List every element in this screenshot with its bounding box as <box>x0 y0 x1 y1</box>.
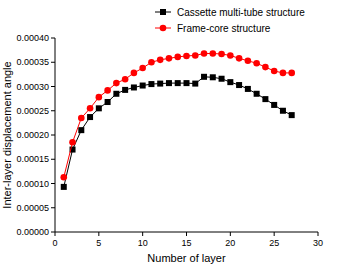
series-point <box>69 139 76 146</box>
series-point <box>236 55 243 62</box>
y-axis-title: Inter-layer displacement angle <box>1 61 13 208</box>
x-tick-label: 0 <box>52 238 57 248</box>
series-point <box>254 91 260 97</box>
series-point <box>201 50 208 57</box>
legend-label: Frame-core structure <box>177 23 271 34</box>
x-tick <box>186 232 187 236</box>
series-point <box>227 79 233 85</box>
series-point <box>139 65 146 72</box>
y-tick-label: 0.00025 <box>16 106 49 116</box>
legend-label: Cassette multi-tube structure <box>177 7 305 18</box>
series-point <box>262 96 268 102</box>
series-point <box>96 105 102 111</box>
series-point <box>262 64 269 71</box>
y-tick-label: 0.00035 <box>16 57 49 67</box>
series-point <box>192 52 199 59</box>
series-point <box>175 80 181 86</box>
x-tick <box>55 232 56 236</box>
series-point <box>148 81 154 87</box>
series-point <box>288 70 295 77</box>
y-tick-label: 0.00030 <box>16 82 49 92</box>
series-line <box>64 77 292 187</box>
series-point <box>245 57 252 64</box>
series-point <box>157 57 164 64</box>
series-point <box>289 112 295 118</box>
series-point <box>105 99 111 105</box>
x-tick <box>318 232 319 236</box>
series-point <box>104 87 111 94</box>
series-point <box>184 80 190 86</box>
series-point <box>201 74 207 80</box>
series-point <box>236 82 242 88</box>
chart: 0 5 10 15 20 25 30 0.00000 0.00005 0.00010 0.00015… <box>0 0 339 270</box>
x-tick-label: 5 <box>96 238 101 248</box>
series-point <box>113 80 120 87</box>
legend: Cassette multi-tube structure Frame-core … <box>155 7 305 34</box>
x-tick-label: 10 <box>138 238 148 248</box>
series-point <box>131 84 137 90</box>
series-point <box>96 94 103 101</box>
y-tick <box>51 110 55 111</box>
x-tick <box>142 232 143 236</box>
legend-marker <box>160 25 167 32</box>
y-tick-label: 0.00000 <box>16 227 49 237</box>
x-tick <box>98 232 99 236</box>
x-tick-label: 25 <box>269 238 279 248</box>
x-tick <box>230 232 231 236</box>
series-point <box>210 74 216 80</box>
series-point <box>87 105 94 112</box>
series-point <box>219 76 225 82</box>
x-tick-label: 30 <box>313 238 323 248</box>
series-point <box>166 55 173 62</box>
y-tick <box>51 86 55 87</box>
series-line <box>64 54 292 178</box>
y-tick <box>51 159 55 160</box>
x-tick <box>274 232 275 236</box>
y-tick <box>51 62 55 63</box>
series-point <box>113 91 119 97</box>
y-tick <box>51 135 55 136</box>
series-point <box>61 184 67 190</box>
series-point <box>271 68 278 75</box>
series-point <box>122 76 129 83</box>
series-point <box>218 51 225 58</box>
y-tick-label: 0.00020 <box>16 130 49 140</box>
y-tick <box>51 207 55 208</box>
series-point <box>271 102 277 108</box>
series-point <box>157 81 163 87</box>
y-tick-label: 0.00010 <box>16 179 49 189</box>
series-point <box>210 50 217 57</box>
series-point <box>78 115 85 122</box>
series-point <box>87 114 93 120</box>
y-tick <box>51 183 55 184</box>
series-point <box>60 174 67 181</box>
series-point <box>148 59 155 66</box>
series-point <box>280 70 287 77</box>
plot-area <box>60 50 295 190</box>
y-tick <box>51 38 55 39</box>
series-point <box>183 53 190 60</box>
series-point <box>131 70 138 77</box>
series-point <box>174 54 181 61</box>
series-point <box>166 80 172 86</box>
series-point <box>227 52 234 59</box>
y-tick-label: 0.00005 <box>16 203 49 213</box>
series-point <box>245 86 251 92</box>
series-point <box>78 127 84 133</box>
y-tick-label: 0.00015 <box>16 154 49 164</box>
legend-marker <box>160 9 166 15</box>
x-tick-label: 20 <box>225 238 235 248</box>
series-point <box>280 108 286 114</box>
y-tick <box>51 232 55 233</box>
x-axis-title: Number of layer <box>147 252 226 264</box>
x-tick-label: 15 <box>181 238 191 248</box>
series-point <box>140 83 146 89</box>
y-tick-label: 0.00040 <box>16 33 49 43</box>
series-point <box>253 60 260 67</box>
series-point <box>122 87 128 93</box>
series-point <box>192 81 198 87</box>
